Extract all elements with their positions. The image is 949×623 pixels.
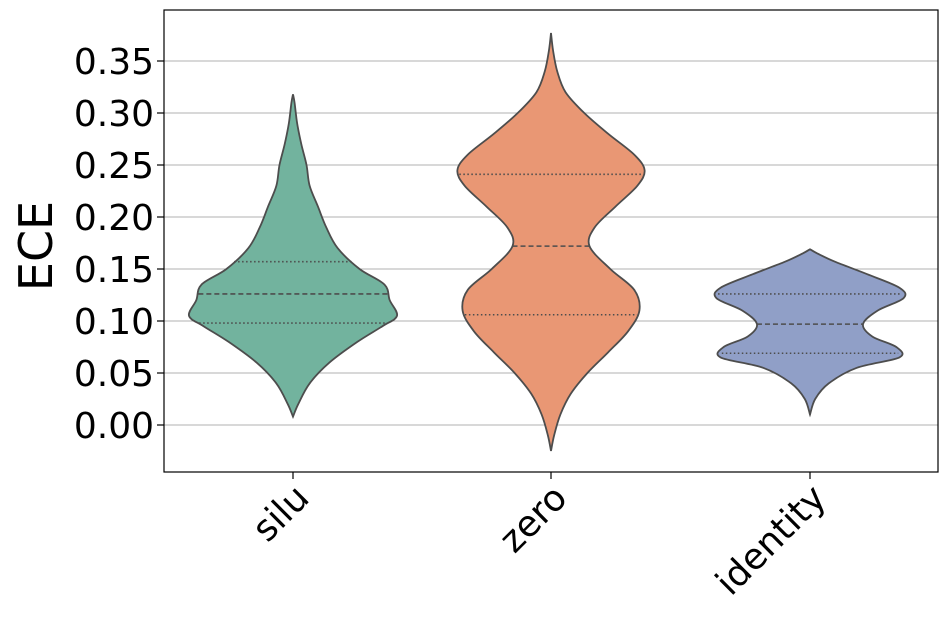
y-tick-label: 0.20 [74, 198, 154, 239]
y-tick-label: 0.05 [74, 354, 154, 395]
violin-zero [456, 32, 646, 452]
x-tick-label: silu [245, 477, 318, 550]
y-tick-label: 0.15 [74, 250, 154, 291]
y-tick-label: 0.10 [74, 302, 154, 343]
violin-identity [713, 248, 907, 418]
x-tick-label: zero [492, 477, 576, 561]
violin-body [456, 32, 646, 452]
y-tick-label: 0.35 [74, 42, 154, 83]
y-tick-label: 0.30 [74, 94, 154, 135]
violins [187, 32, 907, 452]
x-tick-label: identity [708, 477, 834, 603]
violin-body [713, 248, 907, 418]
violin-silu [187, 94, 399, 420]
y-tick-label: 0.00 [74, 406, 154, 447]
violin-body [187, 94, 399, 420]
x-axis: silu zero identity [245, 472, 834, 603]
y-axis-label: ECE [9, 201, 63, 291]
y-tick-label: 0.25 [74, 146, 154, 187]
y-axis: 0.00 0.05 0.10 0.15 0.20 0.25 0.30 0.35 [74, 42, 164, 447]
